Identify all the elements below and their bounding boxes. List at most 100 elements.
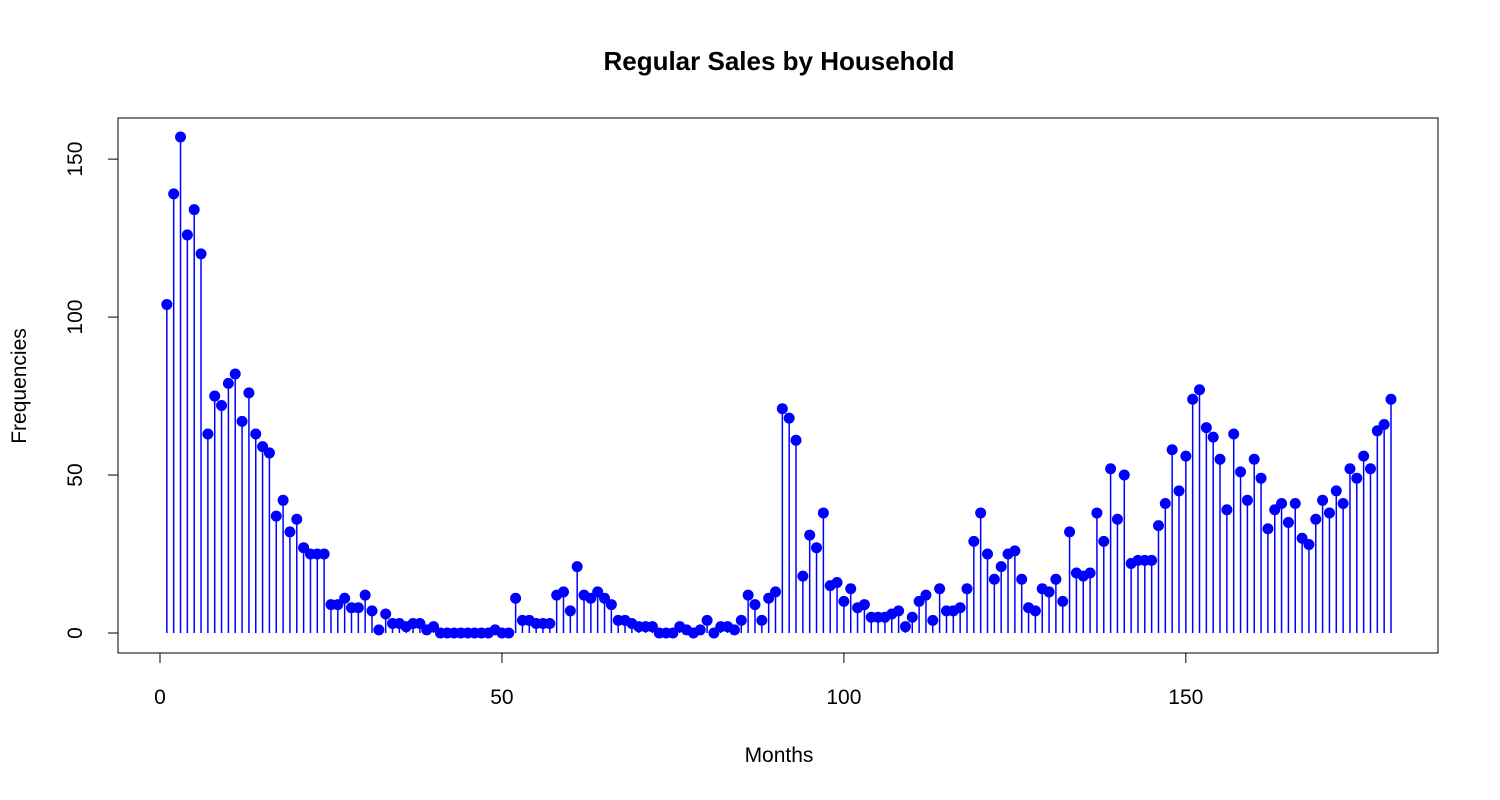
y-tick-label-0: 0 xyxy=(64,627,87,639)
data-point-31 xyxy=(366,605,378,617)
data-point-90 xyxy=(770,586,781,598)
data-point-131 xyxy=(1050,573,1062,585)
data-point-61 xyxy=(571,561,583,573)
data-point-121 xyxy=(982,548,994,560)
data-point-59 xyxy=(557,586,569,598)
data-point-103 xyxy=(858,599,870,611)
data-point-27 xyxy=(339,592,351,604)
data-point-16 xyxy=(263,447,275,459)
data-point-119 xyxy=(968,535,980,547)
data-point-179 xyxy=(1378,418,1390,430)
data-point-5 xyxy=(188,204,200,216)
data-point-6 xyxy=(195,248,207,260)
data-point-156 xyxy=(1221,504,1233,516)
data-point-3 xyxy=(175,131,187,143)
data-point-117 xyxy=(954,602,966,614)
data-point-20 xyxy=(291,513,303,525)
data-point-13 xyxy=(243,387,255,399)
data-point-177 xyxy=(1364,463,1376,475)
data-point-162 xyxy=(1262,523,1274,535)
data-point-141 xyxy=(1118,469,1130,481)
data-point-133 xyxy=(1064,526,1076,538)
data-point-112 xyxy=(920,589,932,601)
data-point-166 xyxy=(1289,497,1301,509)
data-point-151 xyxy=(1187,393,1199,405)
data-point-123 xyxy=(995,561,1007,573)
data-point-24 xyxy=(318,548,330,560)
data-point-95 xyxy=(804,529,816,541)
data-point-10 xyxy=(222,377,234,389)
chart-title: Regular Sales by Household xyxy=(603,46,954,76)
data-point-109 xyxy=(899,621,911,633)
data-point-130 xyxy=(1043,586,1055,598)
data-point-79 xyxy=(694,624,706,636)
data-point-161 xyxy=(1255,472,1267,484)
data-point-126 xyxy=(1016,573,1028,585)
data-point-113 xyxy=(927,614,939,626)
data-point-8 xyxy=(209,390,221,402)
data-point-52 xyxy=(510,592,522,604)
data-point-147 xyxy=(1159,497,1171,509)
data-point-93 xyxy=(790,434,802,446)
data-point-122 xyxy=(988,573,1000,585)
data-point-66 xyxy=(605,599,617,611)
x-tick-label-50: 50 xyxy=(490,686,513,709)
data-point-139 xyxy=(1105,463,1117,475)
data-point-176 xyxy=(1358,450,1370,462)
data-point-18 xyxy=(277,494,289,506)
data-point-173 xyxy=(1337,497,1349,509)
data-point-100 xyxy=(838,595,850,607)
data-point-157 xyxy=(1228,428,1240,440)
data-point-132 xyxy=(1057,595,1069,607)
x-tick-label-100: 100 xyxy=(826,686,861,709)
y-axis-label: Frequencies xyxy=(8,328,31,444)
data-point-165 xyxy=(1282,516,1294,528)
data-point-158 xyxy=(1235,466,1247,478)
data-point-80 xyxy=(701,614,713,626)
data-point-128 xyxy=(1029,605,1041,617)
data-point-180 xyxy=(1385,393,1397,405)
data-point-155 xyxy=(1214,453,1226,465)
data-point-30 xyxy=(359,589,371,601)
x-tick-label-150: 150 xyxy=(1168,686,1203,709)
y-tick-label-100: 100 xyxy=(64,300,87,335)
data-point-57 xyxy=(544,618,556,630)
data-point-108 xyxy=(893,605,905,617)
data-point-32 xyxy=(373,624,385,636)
data-point-92 xyxy=(783,412,795,424)
data-point-159 xyxy=(1241,494,1253,506)
data-point-29 xyxy=(352,602,364,614)
data-point-146 xyxy=(1152,520,1164,532)
data-point-91 xyxy=(776,403,788,415)
data-point-153 xyxy=(1200,422,1212,434)
x-tick-label-0: 0 xyxy=(154,686,166,709)
data-point-114 xyxy=(934,583,946,595)
data-point-152 xyxy=(1194,384,1206,396)
data-point-175 xyxy=(1351,472,1363,484)
data-point-14 xyxy=(250,428,262,440)
data-point-60 xyxy=(564,605,576,617)
data-point-138 xyxy=(1098,535,1110,547)
stems-layer xyxy=(166,137,1392,633)
data-point-170 xyxy=(1317,494,1329,506)
data-point-154 xyxy=(1207,431,1219,443)
y-axis: 0 50 100 150 xyxy=(64,142,119,639)
data-point-12 xyxy=(236,415,248,427)
data-point-150 xyxy=(1180,450,1192,462)
data-point-94 xyxy=(797,570,809,582)
data-point-86 xyxy=(742,589,754,601)
data-point-96 xyxy=(811,542,823,554)
data-point-19 xyxy=(284,526,296,538)
data-point-169 xyxy=(1310,513,1322,525)
data-point-101 xyxy=(845,583,857,595)
data-point-84 xyxy=(728,624,740,636)
data-point-7 xyxy=(202,428,214,440)
data-point-1 xyxy=(161,298,173,310)
data-point-99 xyxy=(831,576,843,588)
data-point-51 xyxy=(503,627,515,639)
data-point-160 xyxy=(1248,453,1260,465)
y-tick-label-50: 50 xyxy=(64,463,87,486)
data-point-88 xyxy=(756,614,768,626)
y-tick-label-150: 150 xyxy=(64,142,87,177)
